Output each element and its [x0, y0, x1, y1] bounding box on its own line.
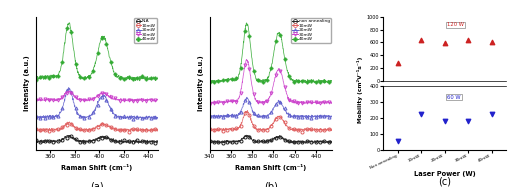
Point — [487, 41, 496, 44]
Point — [393, 140, 402, 143]
Legend: non annealing, 10mW, 20mW, 30mW, 40mW: non annealing, 10mW, 20mW, 30mW, 40mW — [291, 18, 331, 43]
X-axis label: Laser Power (W): Laser Power (W) — [414, 171, 476, 177]
Point — [417, 113, 425, 116]
Point — [440, 42, 449, 45]
Point — [440, 119, 449, 122]
X-axis label: Raman Shift (cm⁻¹): Raman Shift (cm⁻¹) — [61, 164, 133, 171]
Y-axis label: Intensity (a.u.): Intensity (a.u.) — [24, 55, 30, 111]
X-axis label: Raman Shift (cm⁻¹): Raman Shift (cm⁻¹) — [235, 164, 307, 171]
Text: (a): (a) — [90, 181, 104, 187]
Text: 120 W: 120 W — [447, 22, 464, 27]
Point — [464, 119, 472, 122]
Text: 60 W: 60 W — [447, 95, 461, 99]
Legend: N.A, 10mW, 20mW, 30mW, 40mW: N.A, 10mW, 20mW, 30mW, 40mW — [134, 18, 157, 43]
Text: (c): (c) — [438, 177, 451, 187]
Point — [487, 113, 496, 116]
Point — [417, 39, 425, 42]
Y-axis label: Intensity (a.u.): Intensity (a.u.) — [198, 55, 204, 111]
Point — [464, 39, 472, 42]
Point — [393, 62, 402, 65]
Text: Mobility (cm²V⁻¹s⁻¹): Mobility (cm²V⁻¹s⁻¹) — [357, 57, 363, 123]
Text: (b): (b) — [264, 181, 278, 187]
